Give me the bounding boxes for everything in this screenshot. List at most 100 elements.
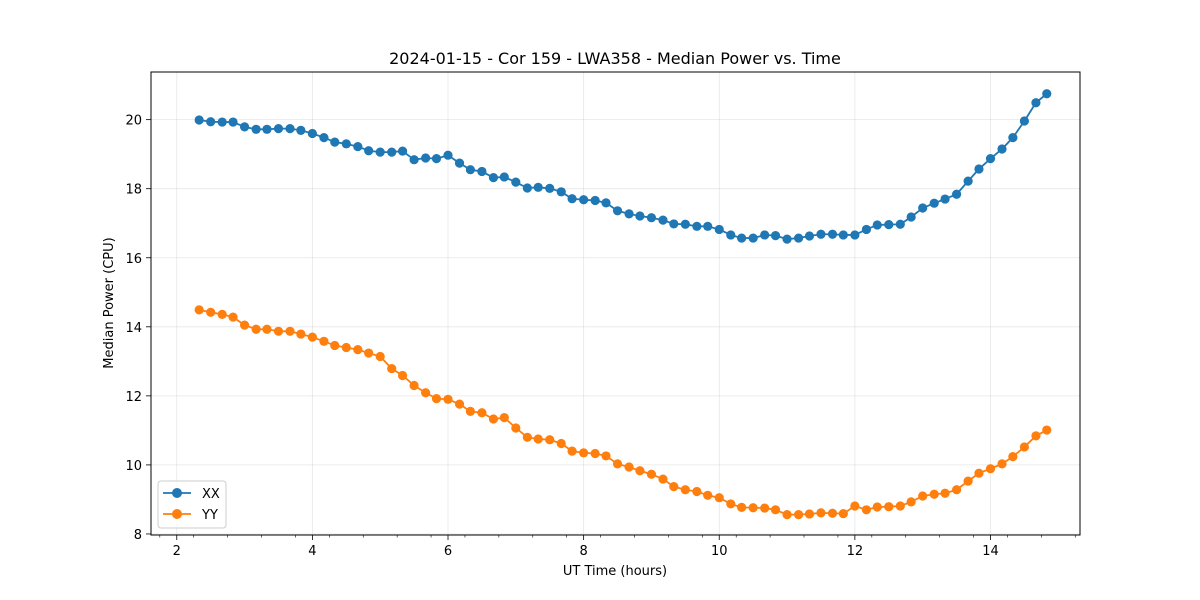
data-point-yy — [940, 488, 950, 498]
legend-label-yy: YY — [201, 508, 218, 523]
data-point-yy — [997, 459, 1007, 469]
series-line-yy — [198, 309, 1048, 516]
y-tick-label: 12 — [125, 390, 142, 405]
x-tick-label: 8 — [579, 544, 587, 559]
data-point-yy — [918, 491, 928, 501]
legend: XX YY — [157, 480, 227, 529]
chart-title: 2024-01-15 - Cor 159 - LWA358 - Median P… — [389, 49, 841, 68]
data-point-xx — [635, 211, 645, 221]
data-point-yy — [239, 320, 250, 330]
data-point-xx — [940, 194, 950, 204]
data-point-yy — [217, 309, 227, 319]
y-tick-label: 16 — [125, 252, 142, 267]
legend-marker-xx — [172, 488, 182, 498]
data-point-xx — [330, 137, 340, 147]
data-point-yy — [951, 485, 962, 495]
data-point-xx — [963, 176, 973, 186]
legend-label-xx: XX — [202, 487, 220, 502]
y-tick-label: 18 — [125, 183, 142, 198]
data-point-xx — [545, 183, 555, 193]
data-point-yy — [579, 448, 589, 458]
data-point-xx — [273, 124, 284, 134]
data-point-yy — [465, 406, 475, 416]
plot-area — [151, 72, 1080, 535]
data-point-xx — [726, 230, 736, 240]
data-point-xx — [895, 219, 905, 229]
data-point-xx — [206, 117, 216, 127]
data-point-xx — [918, 203, 928, 213]
data-point-xx — [465, 165, 475, 175]
legend-marker-yy — [172, 509, 182, 519]
data-point-yy — [556, 438, 566, 449]
x-tick-label: 10 — [711, 544, 728, 559]
data-point-yy — [658, 474, 668, 484]
x-tick-label: 2 — [173, 544, 181, 559]
data-point-yy — [228, 312, 238, 322]
data-point-xx — [714, 224, 724, 235]
data-point-yy — [635, 466, 645, 476]
data-point-yy — [251, 324, 261, 334]
x-tick-label: 12 — [847, 544, 864, 559]
data-point-yy — [793, 510, 804, 520]
data-point-yy — [1008, 452, 1018, 462]
data-point-yy — [669, 482, 679, 492]
data-point-xx — [770, 231, 781, 241]
data-point-xx — [194, 115, 204, 125]
data-point-yy — [816, 508, 826, 518]
data-point-xx — [669, 219, 679, 229]
data-point-xx — [307, 128, 317, 139]
data-point-xx — [692, 221, 702, 231]
y-tick-label: 8 — [134, 528, 142, 543]
data-point-xx — [228, 117, 238, 127]
data-point-xx — [454, 158, 465, 168]
data-point-yy — [353, 344, 363, 355]
data-point-yy — [533, 434, 543, 444]
data-point-xx — [409, 155, 419, 165]
data-point-xx — [397, 146, 408, 156]
data-point-yy — [601, 451, 611, 461]
data-point-xx — [951, 189, 962, 199]
data-point-yy — [850, 501, 860, 511]
axis-ticks: 2 4 6 8 10 12 14 8 10 12 14 16 18 20 — [125, 114, 1076, 559]
data-point-yy — [307, 332, 317, 342]
data-point-xx — [262, 124, 272, 134]
data-point-xx — [353, 141, 363, 152]
data-point-yy — [421, 388, 431, 398]
data-point-yy — [443, 394, 453, 404]
data-point-yy — [1031, 431, 1041, 441]
data-point-yy — [612, 459, 623, 469]
data-point-xx — [567, 194, 577, 204]
data-point-yy — [397, 370, 408, 381]
data-point-xx — [906, 212, 916, 222]
data-point-xx — [1031, 98, 1041, 108]
data-point-xx — [296, 125, 306, 135]
data-point-yy — [646, 469, 657, 479]
data-point-xx — [872, 220, 882, 230]
data-point-yy — [748, 503, 758, 513]
data-point-xx — [985, 154, 996, 164]
data-point-xx — [850, 230, 860, 240]
data-point-xx — [239, 122, 250, 132]
data-point-xx — [499, 172, 509, 182]
data-point-yy — [387, 363, 397, 374]
data-point-yy — [782, 510, 792, 520]
data-point-xx — [838, 230, 848, 240]
data-point-xx — [703, 221, 713, 231]
series-layer — [194, 89, 1052, 520]
data-point-yy — [545, 435, 555, 445]
data-point-yy — [895, 501, 905, 511]
data-point-yy — [330, 340, 340, 351]
data-point-xx — [929, 198, 939, 208]
data-point-xx — [590, 195, 600, 206]
data-point-yy — [827, 508, 838, 518]
data-point-xx — [1042, 89, 1052, 99]
data-point-xx — [375, 147, 385, 157]
data-point-yy — [714, 493, 724, 503]
data-point-yy — [624, 462, 634, 472]
data-point-xx — [737, 233, 747, 243]
data-point-yy — [567, 446, 577, 456]
data-point-yy — [341, 342, 351, 353]
data-point-xx — [624, 209, 634, 219]
data-point-xx — [601, 198, 611, 208]
